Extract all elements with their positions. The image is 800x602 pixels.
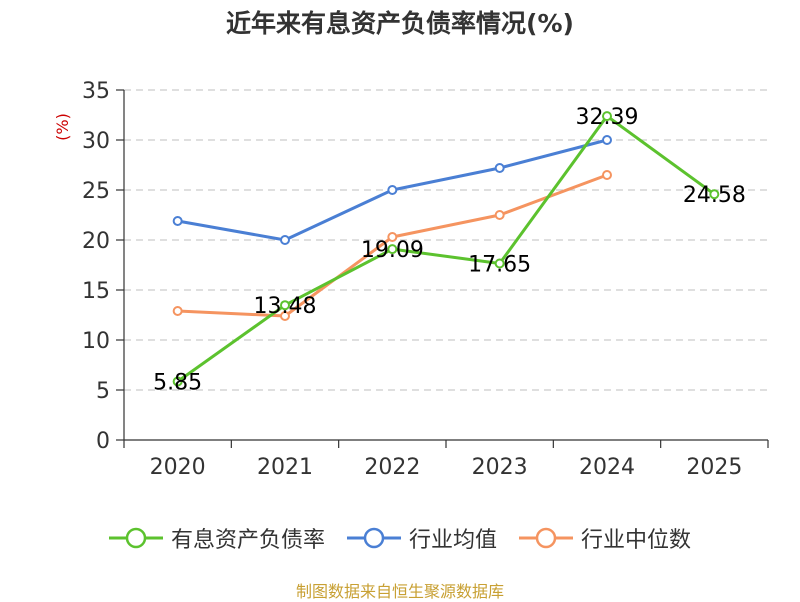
x-tick-label: 2020 [150, 455, 206, 480]
legend-marker [535, 527, 557, 549]
legend-label: 行业中位数 [581, 528, 692, 553]
data-point [602, 170, 612, 180]
data-point [172, 376, 183, 387]
data-label: 19.09 [361, 238, 424, 263]
data-point [172, 306, 183, 316]
x-tick-label: 2022 [364, 455, 420, 480]
data-point [387, 185, 398, 195]
y-tick-label: 0 [96, 429, 110, 454]
y-axis-unit-label: (%) [53, 113, 72, 141]
legend-line-marker-icon [346, 527, 401, 549]
data-point [602, 135, 612, 145]
y-tick-label: 5 [96, 379, 110, 404]
data-point [494, 210, 505, 220]
legend-item[interactable]: 行业均值 [346, 522, 497, 554]
legend-line-marker-icon [108, 527, 163, 549]
data-point [172, 216, 183, 226]
legend-marker [125, 527, 147, 549]
y-tick-label: 30 [82, 129, 110, 154]
data-label: 32.39 [576, 105, 639, 130]
legend: 有息资产负债率 行业均值 行业中位数 [0, 518, 800, 558]
legend-label: 有息资产负债率 [170, 528, 325, 553]
data-label: 13.48 [254, 294, 317, 319]
y-tick-label: 25 [82, 179, 110, 204]
y-tick-label: 15 [82, 279, 110, 304]
data-point [280, 235, 290, 245]
legend-label: 行业均值 [408, 528, 497, 553]
chart-title: 近年来有息资产负债率情况(%) [226, 9, 574, 38]
legend-marker [363, 527, 385, 549]
data-label: 5.85 [153, 371, 202, 396]
data-point [280, 300, 290, 311]
y-tick-label: 10 [82, 329, 110, 354]
data-label: 17.65 [468, 253, 531, 278]
x-tick-label: 2023 [472, 455, 528, 480]
y-tick-label: 20 [82, 229, 110, 254]
x-tick-label: 2024 [579, 455, 635, 480]
x-tick-label: 2025 [686, 455, 742, 480]
x-tick-label: 2021 [257, 455, 313, 480]
legend-line-marker-icon [519, 527, 573, 549]
data-point [709, 189, 720, 200]
data-point [280, 311, 290, 321]
data-point [494, 163, 505, 173]
y-tick-label: 35 [82, 79, 110, 104]
legend-item[interactable]: 行业中位数 [519, 522, 691, 554]
source-note: 制图数据来自恒生聚源数据库 [295, 582, 504, 601]
data-point [602, 111, 612, 122]
legend-item[interactable]: 有息资产负债率 [108, 522, 325, 554]
data-point [494, 258, 505, 269]
series-line [176, 114, 716, 383]
data-point [387, 244, 398, 255]
data-point [387, 232, 398, 242]
data-label: 24.58 [683, 183, 746, 208]
